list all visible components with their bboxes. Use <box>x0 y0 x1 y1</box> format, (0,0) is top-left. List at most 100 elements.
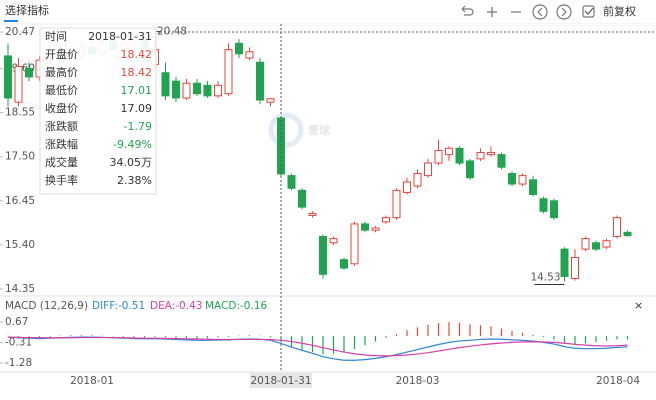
indicator-underline <box>4 20 18 22</box>
adjust-label[interactable]: 前复权 <box>603 4 636 18</box>
candle-body <box>319 236 327 275</box>
legend-name: DEA: <box>150 300 175 312</box>
candle-body <box>214 84 222 97</box>
legend-value: -0.43 <box>175 300 202 312</box>
macd-legend: DEA:-0.43 <box>150 300 202 312</box>
legend-name: MACD: <box>205 300 240 312</box>
tooltip-value: 17.09 <box>121 102 153 115</box>
candle-body <box>161 72 170 97</box>
y-tick-label: 16.45 <box>5 195 35 207</box>
candle-body <box>476 152 485 160</box>
tooltip-label: 最低价 <box>45 84 78 97</box>
tooltip-label: 涨跌幅 <box>45 137 78 151</box>
tooltip-value: 2018-01-31 <box>88 30 152 43</box>
candle-body <box>172 80 180 99</box>
undo-button[interactable] <box>461 5 474 16</box>
candle-body <box>182 82 191 99</box>
candle-body <box>392 189 401 219</box>
x-tick-label: 2018-04 <box>596 375 640 387</box>
y-tick-label: -0.31 <box>5 337 32 349</box>
x-tick-label: 2018-03 <box>396 375 440 387</box>
candle-body <box>455 147 464 164</box>
tooltip-value: 17.01 <box>121 84 153 97</box>
legend-value: -0.16 <box>240 300 267 312</box>
candle-body <box>518 175 527 185</box>
legend-name: DIFF: <box>92 300 118 312</box>
y-tick-label: 18.55 <box>5 107 35 119</box>
low-label: 14.53 <box>530 271 560 283</box>
candle-body <box>298 189 306 208</box>
candle-body <box>350 223 359 265</box>
tooltip: 2018-01-31 18.42 18.42 17.01 17.09 -1.79… <box>39 27 157 195</box>
candle-body <box>424 162 432 177</box>
tooltip-value: 18.42 <box>121 66 153 79</box>
candle-body <box>245 51 254 59</box>
high-label: 20.48 <box>157 26 187 38</box>
candle-body <box>14 65 23 103</box>
tooltip-label: 涨跌额 <box>45 119 78 133</box>
tooltip-label: 成交量 <box>45 155 78 169</box>
candle-body <box>203 84 212 97</box>
macd-line <box>7 336 628 357</box>
candle-body <box>487 152 495 156</box>
tooltip-value: -1.79 <box>124 120 152 133</box>
y-tick-label: 15.40 <box>5 239 35 251</box>
candle-body <box>340 259 348 269</box>
indicator-select[interactable]: 选择指标 <box>5 3 49 17</box>
tooltip-label: 收盘价 <box>45 101 78 115</box>
candle-body <box>550 200 558 219</box>
plot: 14.3515.4016.4517.5018.5519.6020.472018-… <box>0 24 640 388</box>
candle-body <box>329 238 338 244</box>
macd-legend: DIFF:-0.51 <box>92 300 145 312</box>
close-indicator[interactable]: × <box>634 299 643 312</box>
candle-body <box>371 227 380 231</box>
toolbar-buttons <box>461 4 595 20</box>
tooltip-label: 时间 <box>45 30 67 43</box>
candle-body <box>266 98 275 103</box>
prev-button[interactable] <box>532 4 548 20</box>
tooltip-value: 18.42 <box>121 48 153 61</box>
candle-body <box>4 55 12 99</box>
candle-body <box>224 49 233 95</box>
y-tick-label: 17.50 <box>5 151 35 163</box>
candle-body <box>592 242 600 250</box>
adjust-checkbox[interactable] <box>582 5 595 18</box>
candle-body <box>508 173 516 185</box>
y-tick-label: 14.35 <box>5 283 35 295</box>
zoom-in-button[interactable] <box>487 7 497 17</box>
candle-body <box>623 231 632 237</box>
candle-body <box>382 217 390 223</box>
tooltip-label: 换手率 <box>45 173 78 187</box>
next-button[interactable] <box>556 4 572 20</box>
candle-body <box>287 175 296 189</box>
watermark-text: 雪球 <box>308 123 331 137</box>
candle-body <box>581 238 590 250</box>
candle-body <box>497 154 506 168</box>
candle-body <box>571 257 579 280</box>
watermark: 雪球 <box>268 112 331 148</box>
tooltip-label: 开盘价 <box>45 47 78 61</box>
candle-body <box>25 68 33 78</box>
candle-body <box>434 149 443 164</box>
candle-body <box>193 82 201 95</box>
macd-legend: MACD:-0.16 <box>205 300 268 312</box>
legend-value: -0.51 <box>118 300 145 312</box>
x-tick-label: 2018-01 <box>70 375 114 387</box>
candle-body <box>539 198 548 212</box>
crosshair-date-box <box>250 373 312 388</box>
candle-body <box>560 248 569 277</box>
candle-body <box>529 179 537 196</box>
tooltip-value: 2.38% <box>117 174 152 187</box>
tooltip-box <box>39 27 157 195</box>
candle-body <box>308 212 317 217</box>
candle-body <box>361 223 369 231</box>
tooltip-value: -9.49% <box>113 138 152 151</box>
candle-body <box>256 61 264 101</box>
candle-body <box>602 240 611 248</box>
candle-body <box>445 147 453 156</box>
candle-body <box>413 173 422 187</box>
y-tick-label: 20.47 <box>5 26 35 38</box>
y-tick-label: 0.67 <box>5 316 28 328</box>
macd-title: MACD (12,26,9) <box>5 300 88 312</box>
